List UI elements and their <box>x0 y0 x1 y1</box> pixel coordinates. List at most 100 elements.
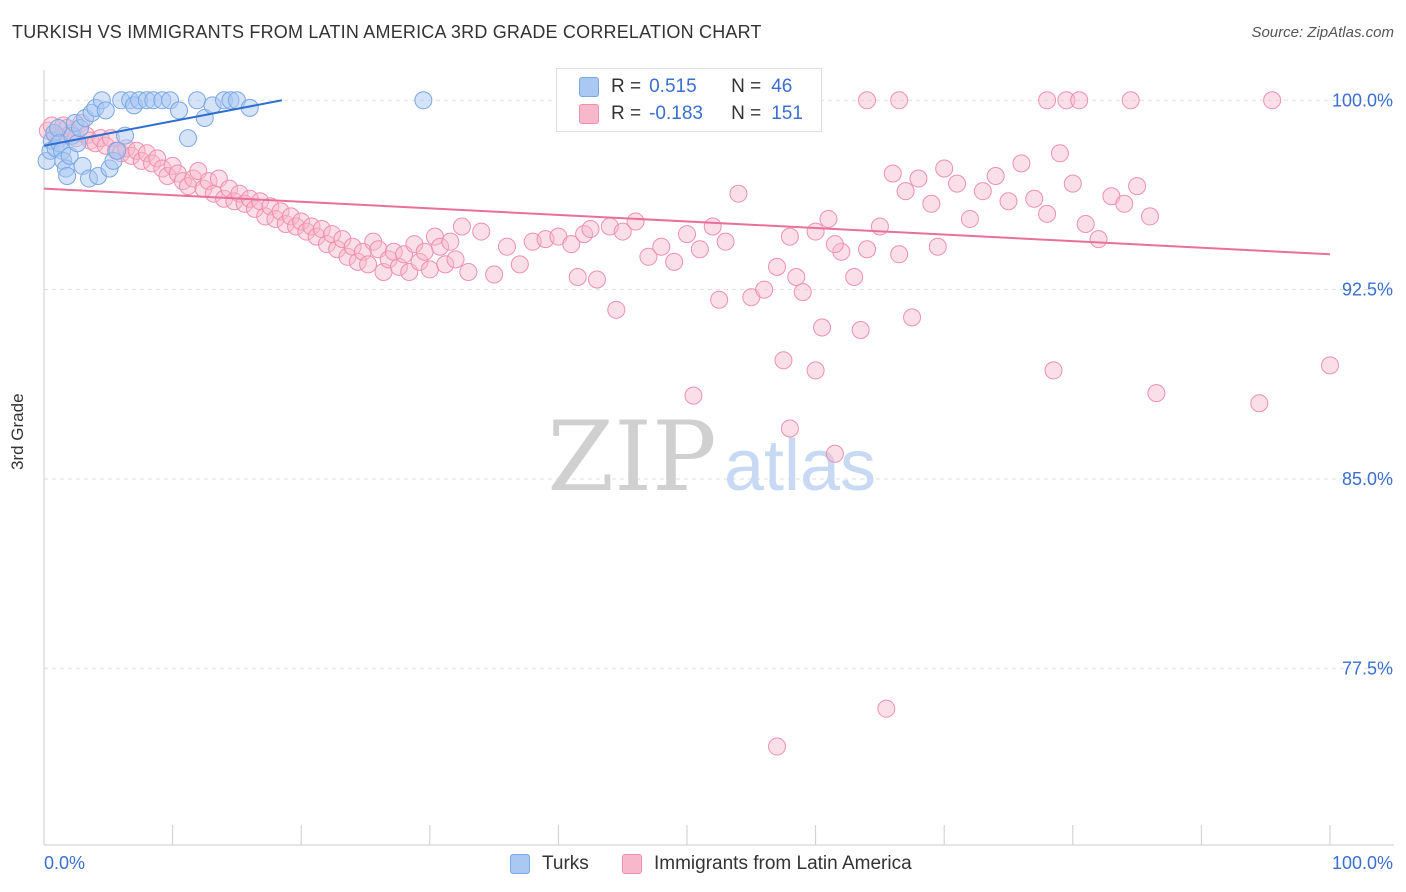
latam-point <box>690 240 709 259</box>
latam-point <box>431 237 450 256</box>
n-label: N = <box>731 103 762 124</box>
latam-point <box>143 154 162 173</box>
latam-point <box>845 268 864 287</box>
latam-point <box>1128 177 1147 196</box>
latam-point <box>359 255 378 274</box>
turks-point <box>58 167 77 186</box>
legend-row-turks: R = 0.515 N = 46 <box>579 75 792 99</box>
latam-point <box>613 222 632 241</box>
turks-points <box>37 91 433 188</box>
latam-point <box>436 255 455 274</box>
latam-swatch <box>622 854 642 874</box>
legend-item-latam[interactable]: Immigrants from Latin America <box>622 852 912 876</box>
latam-point <box>1321 356 1339 375</box>
latam-point <box>858 91 877 110</box>
latam-point <box>281 207 300 226</box>
legend-row-latam: R = -0.183 N = 151 <box>579 102 803 126</box>
latam-point <box>960 209 979 228</box>
latam-point <box>607 300 626 319</box>
latam-point <box>903 308 922 327</box>
latam-point <box>806 361 825 380</box>
latam-point <box>459 262 478 281</box>
latam-point <box>1140 207 1159 226</box>
latam-point <box>173 172 192 191</box>
latam-point <box>292 212 311 231</box>
y-tick-label: 77.5% <box>1342 658 1393 678</box>
latam-point <box>568 268 587 287</box>
watermark-atlas: atlas <box>724 426 876 506</box>
latam-point <box>665 252 684 271</box>
latam-point <box>780 419 799 438</box>
latam-point <box>787 268 806 287</box>
turks-legend-label: Turks <box>542 853 589 874</box>
latam-point <box>768 737 787 756</box>
latam-point <box>1044 361 1063 380</box>
latam-point <box>928 237 947 256</box>
latam-point <box>768 257 787 276</box>
latam-point <box>1038 91 1057 110</box>
r-value: 0.515 <box>649 76 697 97</box>
latam-point <box>1063 174 1082 193</box>
latam-point <box>1089 230 1108 249</box>
latam-point <box>729 184 748 203</box>
latam-point <box>287 217 306 236</box>
latam-point <box>148 149 167 168</box>
latam-point <box>472 222 491 241</box>
legend-item-turks[interactable]: Turks <box>510 852 589 876</box>
turks-trendline <box>43 99 283 147</box>
latam-point <box>497 237 516 256</box>
y-tick-labels: 100.0% 92.5% 85.0% 77.5% <box>1332 90 1393 678</box>
latam-point <box>922 194 941 213</box>
latam-point <box>1115 194 1134 213</box>
turks-swatch <box>510 854 530 874</box>
latam-point <box>452 217 471 236</box>
latam-point <box>986 167 1005 186</box>
axes <box>43 70 1394 846</box>
latam-point <box>297 222 316 241</box>
r-label: R = <box>611 103 642 124</box>
latam-point <box>420 260 439 279</box>
latam-point <box>626 212 645 231</box>
latam-point <box>333 230 352 249</box>
x-tick-label: 100.0% <box>1332 853 1393 873</box>
latam-point <box>652 237 671 256</box>
latam-point <box>137 144 156 163</box>
latam-point <box>302 217 321 236</box>
latam-point <box>1070 91 1089 110</box>
source-label: Source: ZipAtlas.com <box>1251 24 1394 41</box>
latam-point <box>710 290 729 309</box>
latam-point <box>441 232 460 251</box>
n-label: N = <box>731 76 762 97</box>
latam-point <box>485 265 504 284</box>
latam-point <box>581 220 600 239</box>
latam-point <box>1076 214 1095 233</box>
latam-point <box>1038 204 1057 223</box>
latam-point <box>510 255 529 274</box>
latam-point <box>755 280 774 299</box>
latam-point <box>415 242 434 261</box>
latam-point <box>896 182 915 201</box>
latam-point <box>1263 91 1282 110</box>
correlation-legend: R = 0.515 N = 46 R = -0.183 N = 151 <box>556 68 822 132</box>
latam-point <box>716 232 735 251</box>
n-value: 46 <box>771 76 793 97</box>
latam-point <box>813 318 832 337</box>
latam-point <box>639 247 658 266</box>
latam-point <box>1025 189 1044 208</box>
latam-point <box>780 227 799 246</box>
y-tick-label: 92.5% <box>1342 280 1393 300</box>
latam-point <box>1121 91 1140 110</box>
latam-point <box>348 252 367 271</box>
y-tick-label: 100.0% <box>1332 90 1393 110</box>
latam-point <box>825 444 844 463</box>
latam-point <box>819 209 838 228</box>
latam-point <box>328 240 347 259</box>
turks-point <box>108 141 127 160</box>
latam-point <box>806 222 825 241</box>
latam-point <box>703 217 722 236</box>
latam-point <box>127 141 146 160</box>
latam-point <box>1012 154 1031 173</box>
watermark-zip: ZIP <box>547 401 716 513</box>
n-value: 151 <box>771 103 803 124</box>
turks-point <box>96 101 115 120</box>
